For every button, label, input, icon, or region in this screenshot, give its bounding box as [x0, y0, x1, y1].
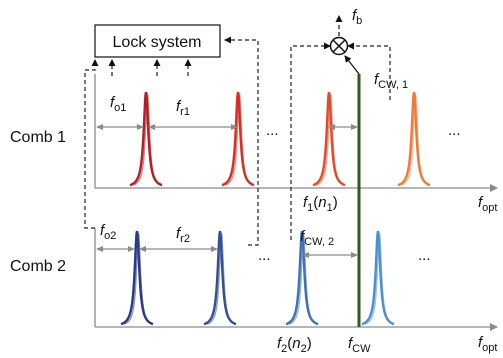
comb1-ellipsis-right: ... [448, 122, 461, 139]
label-f2-n2: f2(n2) [277, 335, 312, 355]
comb2-peaks [120, 230, 395, 326]
label-fcw2: fCW, 2 [300, 228, 334, 248]
comb2-label: Comb 2 [10, 258, 66, 275]
comb2-ellipsis-right: ... [418, 247, 431, 264]
comb1-label: Comb 1 [10, 129, 66, 146]
spacing-arrows [96, 124, 358, 258]
comb2-peak-2-shade [206, 232, 237, 325]
comb2-peak-4-shade [364, 232, 395, 325]
label-f1-n1: f1(n1) [303, 194, 338, 214]
label-fr2: fr2 [176, 225, 190, 245]
comb2-peak-1-shade [123, 232, 154, 325]
comb2-ellipsis-mid: ... [258, 247, 271, 264]
label-fr1: fr1 [176, 98, 190, 118]
label-fopt-comb2: fopt [478, 334, 497, 354]
label-fopt-comb1: fopt [478, 194, 497, 214]
comb2-peak-3-shade [288, 232, 319, 325]
comb2-axis [94, 228, 498, 331]
lock-system-label: Lock system [113, 34, 202, 51]
label-fo2: fo2 [100, 222, 116, 242]
label-fo1: fo1 [110, 94, 126, 114]
mixer-icon [329, 36, 349, 56]
comb1-ellipsis-mid: ... [266, 122, 279, 139]
feedback-dashed-lines [84, 36, 391, 246]
comb1-peak-2-shade [224, 93, 255, 186]
cw-to-mixer-arrow [344, 55, 360, 75]
comb1-peak-3-shade [315, 93, 346, 186]
comb1-peak-1-shade [132, 93, 163, 186]
lock-system-box: Lock system [94, 24, 221, 58]
label-fcw: fCW [348, 335, 371, 355]
comb1-peak-4-shade [400, 93, 431, 186]
label-fb: fb [352, 7, 362, 27]
comb1-axis [94, 74, 498, 192]
comb1-peaks [129, 91, 431, 187]
label-fcw1: fCW, 1 [374, 71, 408, 91]
